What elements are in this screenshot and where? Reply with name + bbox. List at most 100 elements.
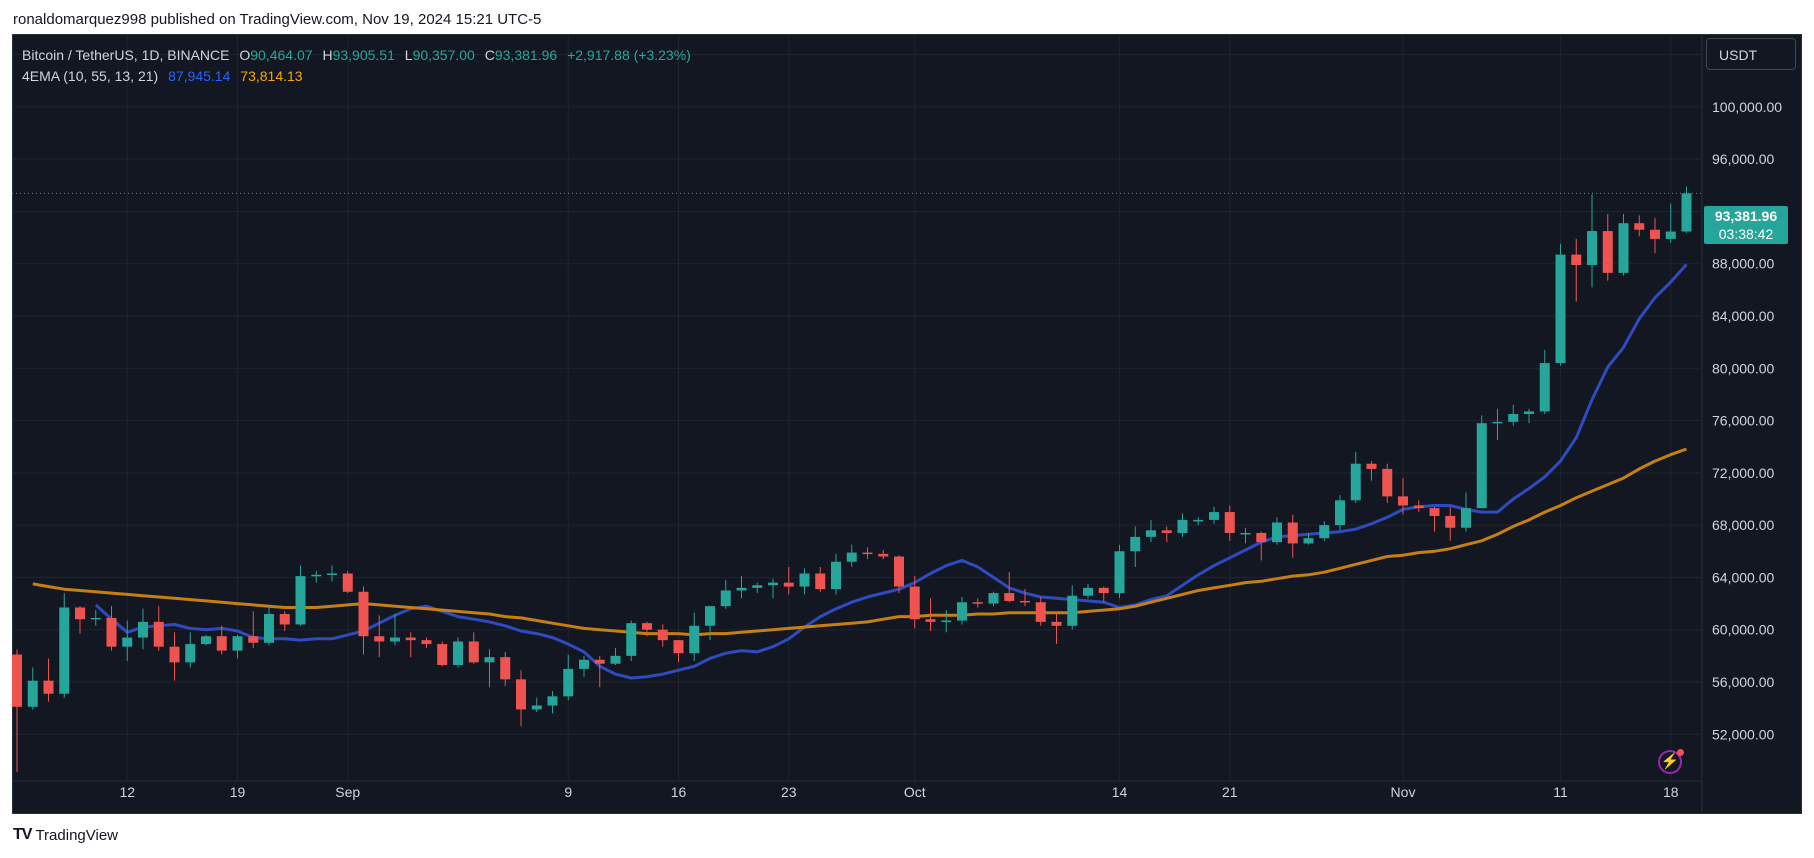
candle-body <box>1256 532 1267 543</box>
candle-body <box>43 680 54 694</box>
x-tick-label: 9 <box>564 784 572 800</box>
x-tick-label: 16 <box>671 784 687 800</box>
candle-body <box>59 607 70 694</box>
high-value: 93,905.51 <box>332 47 395 63</box>
candle-body <box>342 573 353 592</box>
candle-body <box>941 620 952 623</box>
candle-body <box>531 705 542 710</box>
candle-body <box>1335 500 1345 526</box>
candle-body <box>1555 254 1566 364</box>
candle-body <box>106 617 117 647</box>
candle-body <box>122 637 133 647</box>
x-tick-label: 19 <box>230 784 246 800</box>
candle-body <box>894 556 904 587</box>
candle-body <box>1193 519 1204 522</box>
candle-body <box>1114 551 1125 594</box>
lightning-bolt-icon[interactable]: ⚡ <box>1658 749 1684 774</box>
change-value: +2,917.88 (+3.23%) <box>567 47 691 63</box>
candle-body <box>1067 595 1078 626</box>
y-tick-label: 72,000.00 <box>1712 465 1774 481</box>
candle-body <box>27 680 38 707</box>
high-label: H <box>322 47 333 63</box>
candle-body <box>783 582 794 587</box>
candle-body <box>689 625 700 654</box>
candle-body <box>216 636 227 651</box>
candle-body <box>1161 530 1172 533</box>
close-value: 93,381.96 <box>494 47 558 63</box>
candle-body <box>1634 223 1645 230</box>
candle-body <box>1665 231 1676 239</box>
candle-body <box>705 606 715 626</box>
currency-button[interactable]: USDT <box>1706 38 1796 70</box>
chart-legend: Bitcoin / TetherUS, 1D, BINANCE O90,464.… <box>22 45 691 87</box>
candle-body <box>1429 508 1440 516</box>
candle-body <box>1130 536 1141 552</box>
x-tick-label: 14 <box>1112 784 1128 800</box>
candle-body <box>437 644 448 665</box>
y-tick-label: 56,000.00 <box>1712 674 1774 690</box>
candle-body <box>1020 600 1030 603</box>
chart-frame[interactable] <box>12 34 1802 814</box>
candle-body <box>1083 587 1093 596</box>
low-value: 90,357.00 <box>412 47 475 63</box>
candle-body <box>1524 411 1534 415</box>
candle-body <box>169 646 180 663</box>
candle-body <box>468 641 479 663</box>
y-tick-label: 96,000.00 <box>1712 151 1774 167</box>
candle-body <box>279 614 290 625</box>
candle-body <box>232 636 243 651</box>
candle-body <box>1587 231 1597 266</box>
candle-body <box>153 621 164 647</box>
candle-body <box>988 593 999 604</box>
low-label: L <box>404 47 413 63</box>
candle-body <box>1571 254 1582 266</box>
bar-countdown: 03:38:42 <box>1718 226 1774 242</box>
candle-body <box>358 591 369 637</box>
x-tick-label: Oct <box>904 784 926 800</box>
candle-body <box>1303 538 1314 544</box>
candle-body <box>909 586 920 620</box>
candle-body <box>673 640 684 654</box>
candle-body <box>1492 421 1503 424</box>
candle-body <box>1382 468 1393 497</box>
candle-body <box>1366 463 1377 469</box>
y-tick-label: 100,000.00 <box>1712 99 1782 115</box>
candle-body <box>421 640 432 645</box>
candle-body <box>295 576 306 625</box>
ema-line <box>94 263 1688 680</box>
x-tick-label: Nov <box>1391 784 1416 800</box>
candle-body <box>516 679 526 710</box>
candle-body <box>248 636 259 643</box>
candle-body <box>579 659 589 669</box>
x-tick-label: 12 <box>119 784 135 800</box>
candle-body <box>1287 522 1298 544</box>
candle-body <box>1098 587 1109 594</box>
y-tick-label: 68,000.00 <box>1712 517 1774 533</box>
candle-body <box>626 623 637 656</box>
candle-body <box>736 587 747 591</box>
last-price-tag: 93,381.96 03:38:42 <box>1704 206 1788 244</box>
ema-line <box>32 447 1687 637</box>
y-tick-label: 84,000.00 <box>1712 308 1774 324</box>
candle-body <box>1272 522 1282 543</box>
indicator-label[interactable]: 4EMA (10, 55, 13, 21) <box>22 68 159 84</box>
candle-body <box>1398 496 1408 506</box>
x-tick-label: Sep <box>335 784 360 800</box>
candle-body <box>311 574 322 577</box>
candle-body <box>75 607 85 620</box>
candle-body <box>563 668 574 697</box>
indicator-row: 4EMA (10, 55, 13, 21) 87,945.14 73,814.1… <box>22 66 691 87</box>
candle-body <box>720 590 731 607</box>
y-tick-label: 64,000.00 <box>1712 569 1774 585</box>
y-tick-label: 52,000.00 <box>1712 726 1774 742</box>
footer-brand[interactable]: TradingView <box>35 826 118 844</box>
candle-body <box>1350 463 1361 501</box>
candle-body <box>1004 593 1015 601</box>
candle-body <box>1051 621 1062 626</box>
candle-body <box>878 553 889 557</box>
open-label: O <box>239 47 251 63</box>
candle-body <box>846 552 857 562</box>
candle-body <box>1319 525 1330 539</box>
candle-body <box>1146 530 1156 537</box>
